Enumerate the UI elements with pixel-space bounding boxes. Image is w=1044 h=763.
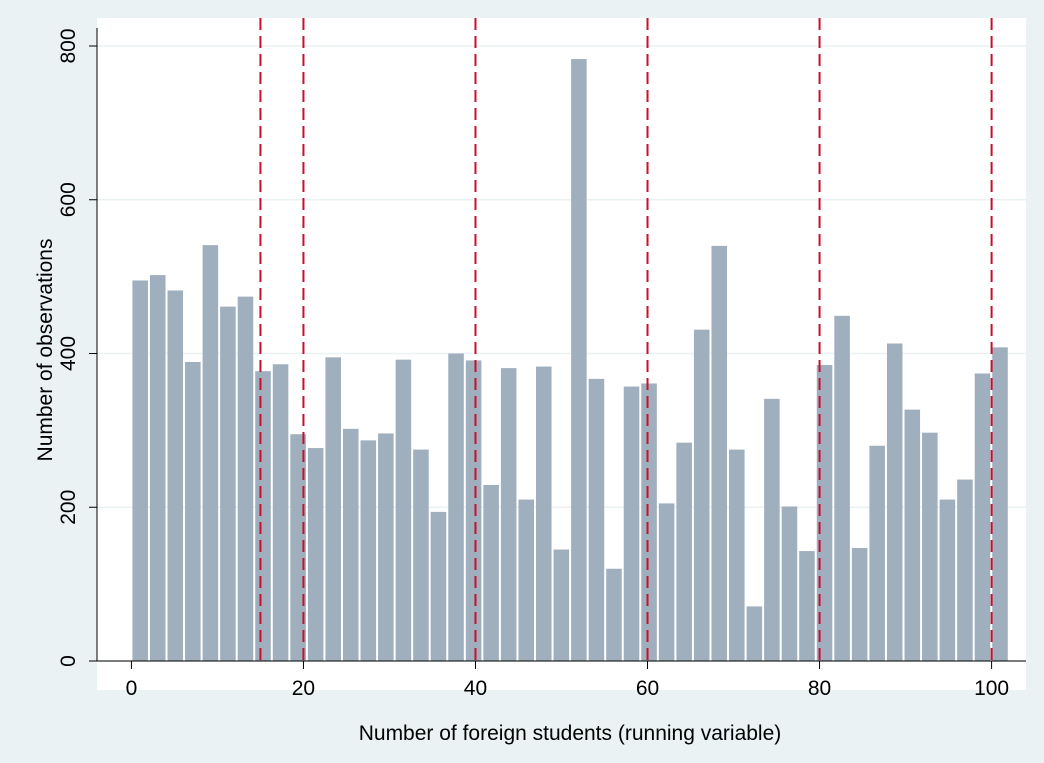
bar xyxy=(693,329,710,661)
y-tick-label: 200 xyxy=(57,490,80,525)
x-tick-label: 0 xyxy=(126,677,138,700)
bar xyxy=(237,296,254,661)
y-tick-label: 400 xyxy=(57,336,80,371)
y-tick-label: 800 xyxy=(57,28,80,63)
bar xyxy=(167,290,184,661)
bar xyxy=(623,386,640,661)
y-axis-title: Number of observations xyxy=(34,239,57,462)
bar xyxy=(290,434,306,661)
bar xyxy=(185,361,201,661)
bar xyxy=(781,506,798,661)
bar xyxy=(483,484,499,661)
bar xyxy=(500,368,517,661)
bar xyxy=(571,59,587,662)
bar xyxy=(834,315,850,661)
bar xyxy=(220,306,236,661)
bar xyxy=(307,448,324,661)
bar xyxy=(641,383,657,661)
bar xyxy=(132,280,148,661)
bar xyxy=(746,606,763,661)
bar xyxy=(904,409,921,661)
bar xyxy=(851,547,868,661)
bar xyxy=(974,373,991,661)
bar xyxy=(430,511,447,661)
bar xyxy=(939,499,956,661)
bar xyxy=(992,347,1008,661)
bar xyxy=(799,551,815,661)
x-axis-title: Number of foreign students (running vari… xyxy=(359,722,782,745)
bar xyxy=(729,449,745,661)
bar xyxy=(658,503,675,661)
bar xyxy=(465,360,482,661)
bar xyxy=(448,353,464,661)
y-tick-label: 0 xyxy=(57,655,80,667)
bar xyxy=(957,479,973,661)
bar xyxy=(553,549,570,661)
bar xyxy=(764,398,780,661)
bar xyxy=(413,449,429,661)
x-tick-label: 20 xyxy=(292,677,315,700)
bar xyxy=(202,245,219,661)
bar xyxy=(711,245,728,661)
bar xyxy=(360,440,377,661)
bar xyxy=(149,275,166,661)
bar xyxy=(816,365,833,661)
bar xyxy=(272,364,289,661)
bar xyxy=(518,499,535,661)
x-tick-label: 40 xyxy=(464,677,487,700)
bar xyxy=(325,357,341,661)
x-tick-label: 60 xyxy=(636,677,659,700)
bar xyxy=(922,432,938,661)
bar xyxy=(676,442,692,661)
y-tick-label: 600 xyxy=(57,182,80,217)
bar xyxy=(869,445,885,661)
bar xyxy=(342,428,359,661)
bar xyxy=(588,378,605,661)
bar xyxy=(536,366,552,661)
x-tick-label: 100 xyxy=(974,677,1009,700)
bar xyxy=(395,359,412,661)
bar xyxy=(378,433,394,661)
bar xyxy=(886,343,903,661)
x-tick-label: 80 xyxy=(808,677,831,700)
bar xyxy=(606,568,622,661)
bar xyxy=(255,371,271,661)
